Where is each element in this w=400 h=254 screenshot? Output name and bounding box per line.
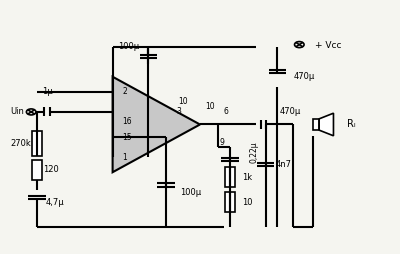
Polygon shape: [319, 113, 334, 136]
Bar: [225, 167, 234, 187]
Text: + Vcc: + Vcc: [315, 41, 342, 50]
Text: 1μ: 1μ: [42, 87, 52, 96]
Text: 1: 1: [122, 153, 127, 162]
Text: 270k: 270k: [11, 139, 32, 148]
Text: 100μ: 100μ: [118, 42, 139, 51]
Text: 15: 15: [122, 133, 132, 141]
Text: 6: 6: [223, 107, 228, 116]
Text: 0,22μ: 0,22μ: [250, 141, 259, 163]
Text: 9: 9: [220, 138, 224, 147]
Text: 100μ: 100μ: [180, 188, 201, 197]
Text: 4n7: 4n7: [276, 160, 292, 169]
Text: 470μ: 470μ: [280, 107, 301, 116]
Bar: [313, 119, 319, 130]
Text: 2: 2: [122, 87, 127, 96]
Text: 1k: 1k: [242, 173, 252, 182]
Text: Uin: Uin: [10, 107, 24, 116]
Bar: [32, 131, 42, 156]
Text: 10: 10: [242, 198, 252, 207]
Text: 470μ: 470μ: [293, 72, 314, 81]
Polygon shape: [113, 77, 200, 172]
Text: 16: 16: [122, 118, 132, 126]
Text: 120: 120: [43, 165, 59, 174]
Text: 3: 3: [176, 107, 181, 116]
Text: 4,7μ: 4,7μ: [46, 198, 64, 207]
Text: Rₗ: Rₗ: [347, 119, 356, 130]
Text: 10: 10: [178, 97, 188, 106]
Text: 10: 10: [205, 102, 215, 112]
Bar: [32, 160, 42, 180]
Bar: [225, 192, 234, 212]
